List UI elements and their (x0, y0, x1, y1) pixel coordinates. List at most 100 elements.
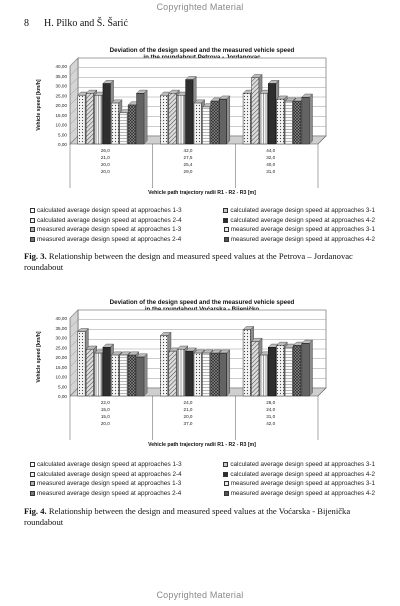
legend-swatch (223, 491, 229, 497)
gridline (69, 57, 326, 67)
y-tick-label: 40,00 (56, 64, 68, 69)
legend-label: measured average design speed at approac… (230, 480, 375, 488)
legend-swatch (30, 462, 35, 468)
chart-title-line-1: Deviation of the design speed and the me… (110, 47, 295, 54)
bar (218, 349, 231, 397)
figure-3-caption-label: Fig. 3. (24, 251, 47, 261)
bar (301, 93, 313, 145)
y-tick-label: 5,00 (58, 384, 67, 389)
legend-label: measured average design speed at approac… (230, 226, 375, 234)
figure-3-svg: Deviation of the design speed and the me… (36, 47, 327, 196)
legend-swatch (223, 208, 229, 214)
legend-swatch (30, 481, 35, 487)
legend-label: calculated average design speed at appro… (230, 470, 375, 478)
legend-label: calculated average design speed at appro… (230, 461, 375, 468)
legend-entry: measured average design speed at approac… (223, 479, 375, 489)
legend-entry: measured average design speed at approac… (223, 235, 375, 245)
legend-swatch (30, 491, 35, 497)
legend-row: measured average design speed at approac… (30, 235, 375, 245)
figure-4-caption-label: Fig. 4. (24, 506, 47, 516)
legend-entry: measured average design speed at approac… (30, 225, 181, 235)
bar (136, 89, 148, 145)
legend-entry: calculated average design speed at appro… (30, 470, 182, 480)
x-axis-label: Vehicle path trajectory radii R1 - R2 - … (148, 442, 256, 448)
y-tick-label: 35,00 (56, 74, 68, 79)
legend-entry: calculated average design speed at appro… (223, 206, 375, 216)
figure-3-caption-text: Relationship between the design and meas… (24, 251, 353, 272)
y-tick-label: 25,00 (56, 345, 68, 350)
category-tick-label: 27,5 (184, 155, 193, 160)
legend-entry: measured average design speed at approac… (223, 489, 375, 499)
legend-label: measured average design speed at approac… (230, 235, 375, 243)
legend-entry: measured average design speed at approac… (30, 235, 181, 245)
category-tick-label: 21,0 (101, 155, 110, 160)
watermark-bottom: Copyrighted Material (156, 590, 244, 600)
category-tick-label: 20,0 (101, 162, 110, 167)
chart-title-line-2: in the roundabout Petrova - Jordanovac (143, 54, 261, 61)
category-tick-label: 21,0 (184, 407, 193, 412)
legend-row: calculated average design speed at appro… (30, 206, 375, 216)
legend-swatch (30, 237, 35, 243)
legend-label: measured average design speed at approac… (37, 235, 182, 243)
legend-swatch (223, 227, 229, 233)
legend-label: calculated average design speed at appro… (230, 207, 375, 214)
legend-label: calculated average design speed at appro… (37, 207, 182, 214)
legend-entry: calculated average design speed at appro… (30, 460, 182, 470)
legend-row: calculated average design speed at appro… (30, 460, 375, 470)
legend-swatch (223, 237, 229, 243)
category-tick-label: 42,0 (266, 421, 275, 426)
figure-4-legend: calculated average design speed at appro… (30, 460, 375, 498)
y-tick-label: 20,00 (56, 103, 68, 108)
legend-entry: calculated average design speed at appro… (223, 460, 375, 470)
y-tick-label: 10,00 (56, 375, 68, 380)
category-tick-label: 32,0 (266, 155, 275, 160)
category-tick-label: 15,0 (101, 407, 110, 412)
legend-entry: measured average design speed at approac… (223, 225, 375, 235)
category-tick-label: 31,0 (266, 414, 275, 419)
category-tick-label: 26,0 (101, 148, 110, 153)
legend-label: measured average design speed at approac… (37, 480, 182, 488)
y-tick-label: 5,00 (58, 132, 67, 137)
y-tick-label: 0,00 (58, 142, 67, 147)
legend-swatch (30, 471, 35, 477)
figure-3-caption: Fig. 3. Relationship between the design … (24, 251, 376, 273)
x-axis-label: Vehicle path trajectory radii R1 - R2 - … (148, 190, 256, 196)
legend-row: measured average design speed at approac… (30, 225, 375, 235)
legend-swatch (223, 462, 229, 468)
legend-entry: measured average design speed at approac… (30, 489, 181, 499)
y-tick-label: 15,00 (56, 113, 68, 118)
legend-label: calculated average design speed at appro… (37, 216, 182, 224)
category-tick-label: 31,0 (266, 169, 275, 174)
category-tick-label: 15,0 (101, 414, 110, 419)
legend-swatch (223, 481, 229, 487)
legend-label: calculated average design speed at appro… (230, 216, 375, 224)
category-tick-label: 28,0 (266, 400, 275, 405)
y-axis-label: Vehicle speed [km/h] (36, 331, 42, 383)
y-tick-label: 35,00 (56, 326, 68, 331)
category-tick-label: 29,0 (184, 169, 193, 174)
category-tick-label: 42,0 (184, 148, 193, 153)
legend-label: calculated average design speed at appro… (37, 461, 182, 468)
bar (301, 339, 313, 397)
legend-entry: calculated average design speed at appro… (30, 216, 182, 226)
category-tick-label: 40,0 (266, 162, 275, 167)
category-tick-label: 20,0 (101, 421, 110, 426)
figure-4-caption: Fig. 4. Relationship between the design … (24, 506, 376, 528)
legend-row: calculated average design speed at appro… (30, 470, 375, 480)
y-tick-label: 30,00 (56, 336, 68, 341)
legend-label: calculated average design speed at appro… (37, 470, 182, 478)
figure-4-caption-text: Relationship between the design and meas… (24, 506, 351, 527)
legend-entry: calculated average design speed at appro… (223, 216, 375, 226)
chart-title-line-1: Deviation of the design speed and the me… (110, 299, 295, 306)
y-axis-label: Vehicle speed [km/h] (36, 79, 42, 131)
legend-swatch (30, 227, 35, 233)
figure-4-svg: Deviation of the design speed and the me… (36, 299, 327, 448)
category-tick-label: 24,0 (266, 407, 275, 412)
y-tick-label: 15,00 (56, 365, 68, 370)
y-tick-label: 40,00 (56, 316, 68, 321)
y-tick-label: 20,00 (56, 355, 68, 360)
legend-entry: calculated average design speed at appro… (223, 470, 375, 480)
category-tick-label: 22,0 (101, 400, 110, 405)
chart-title-line-2: in the roundabout Voćarska - Bijeničko (145, 306, 260, 313)
legend-entry: measured average design speed at approac… (30, 479, 181, 489)
